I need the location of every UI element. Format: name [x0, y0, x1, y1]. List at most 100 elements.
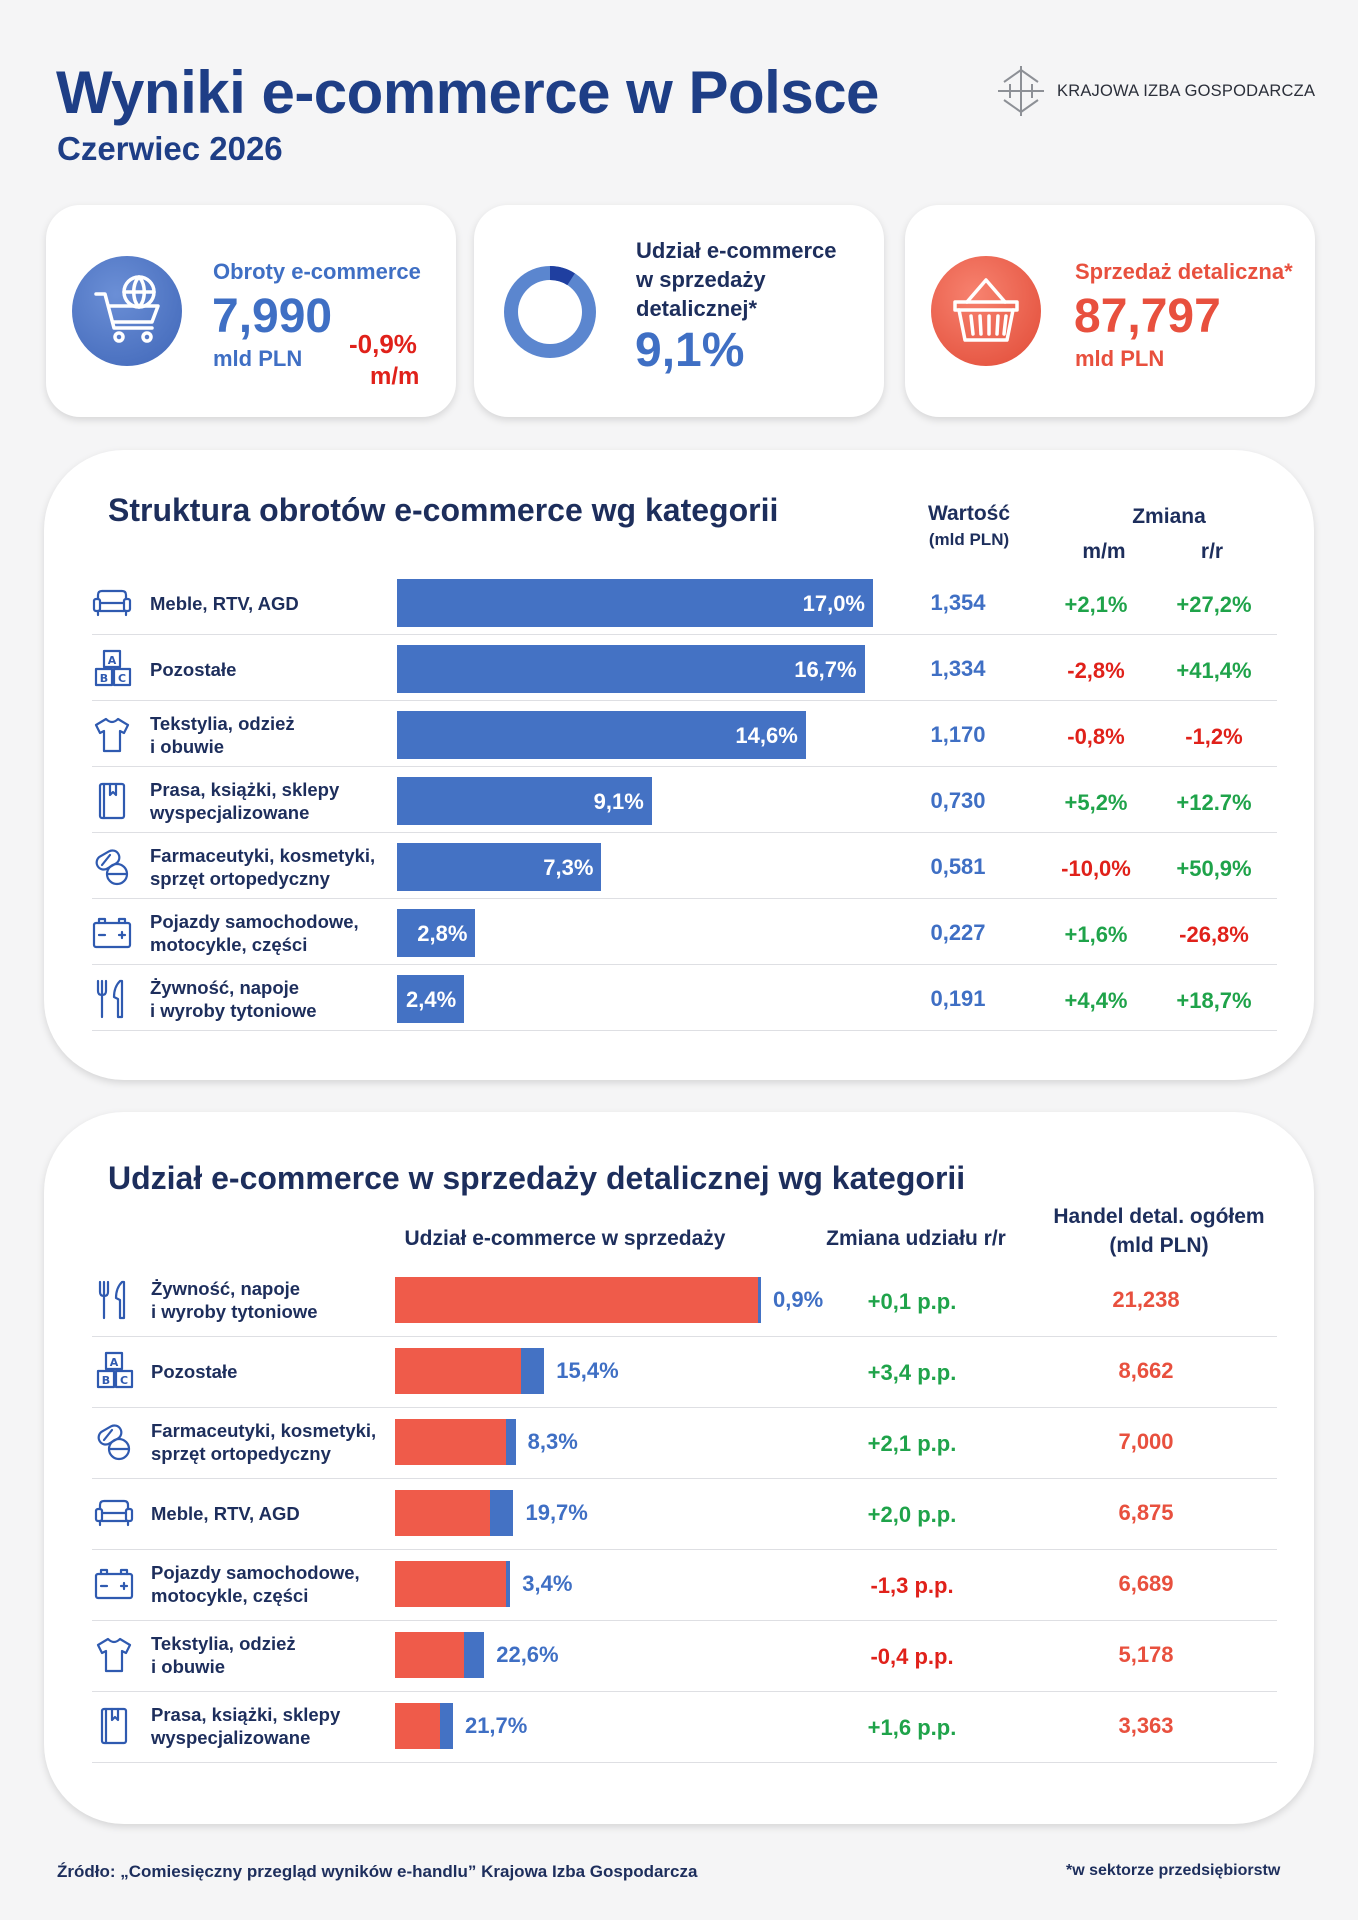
- retail-total: 21,238: [1112, 1287, 1180, 1312]
- change-rr: -26,8%: [1179, 922, 1249, 947]
- stacked-bar: [395, 1632, 485, 1678]
- battery-icon: [90, 911, 134, 955]
- retail-total: 3,363: [1118, 1713, 1174, 1738]
- change-rr: +12.7%: [1176, 790, 1252, 815]
- share-change: -1,3 p.p.: [870, 1573, 954, 1598]
- bar-value-label: 16,7%: [794, 657, 857, 682]
- stacked-bar: [395, 1703, 453, 1749]
- category-label: Farmaceutyki, kosmetyki, sprzęt ortopedy…: [150, 845, 376, 889]
- bar: 2,8%: [397, 909, 476, 957]
- amount-value: 1,334: [930, 656, 986, 681]
- bar-retail-rest: [395, 1703, 441, 1749]
- stacked-bar: [395, 1419, 516, 1465]
- row-divider: [92, 1336, 1277, 1337]
- kpi-share-label-2: w sprzedaży: [636, 267, 766, 292]
- category-label: Pozostałe: [150, 658, 237, 680]
- bar: 9,1%: [397, 777, 652, 825]
- row-divider: [92, 832, 1277, 833]
- share-change: +2,0 p.p.: [867, 1502, 957, 1527]
- category-label: Meble, RTV, AGD: [151, 1502, 300, 1524]
- cutlery-icon: [92, 1278, 136, 1322]
- kpi-turnover-card: Obroty e-commerce 7,990 mld PLN -0,9% m/…: [46, 205, 456, 417]
- share-value-label: 15,4%: [556, 1358, 619, 1383]
- row-divider: [92, 700, 1277, 701]
- category-label: Pojazdy samochodowe, motocykle, części: [150, 911, 359, 955]
- row-divider: [92, 1407, 1277, 1408]
- sofa-icon: [90, 581, 134, 625]
- retail-total: 7,000: [1118, 1429, 1174, 1454]
- share-value-label: 19,7%: [525, 1500, 588, 1525]
- bar-value-label: 17,0%: [802, 591, 865, 616]
- change-mm: -10,0%: [1061, 856, 1131, 881]
- book-icon: [92, 1704, 136, 1748]
- share-value-label: 21,7%: [464, 1713, 528, 1738]
- bar: 14,6%: [397, 711, 806, 759]
- category-label: Prasa, książki, sklepy wyspecjalizowane: [151, 1704, 341, 1748]
- kpi-turnover-period: m/m: [370, 363, 420, 390]
- share-change: +1,6 p.p.: [867, 1715, 957, 1740]
- stacked-bar: [395, 1561, 511, 1607]
- bar-retail-rest: [395, 1277, 758, 1323]
- kpi-retail-value: 87,797: [1074, 290, 1221, 343]
- share-change: -0,4 p.p.: [870, 1644, 954, 1669]
- bar-retail-rest: [395, 1561, 507, 1607]
- change-rr: +18,7%: [1176, 988, 1252, 1013]
- bar-ecommerce-part: [490, 1490, 514, 1536]
- pie-icon: [504, 266, 596, 358]
- bar: 17,0%: [397, 579, 873, 627]
- row-divider: [92, 1030, 1277, 1031]
- pills-icon: [92, 1420, 136, 1464]
- category-label: Prasa, książki, sklepy wyspecjalizowane: [150, 779, 340, 823]
- change-rr: +50,9%: [1176, 856, 1252, 881]
- svg-text:A: A: [108, 654, 117, 667]
- pills-icon: [90, 845, 134, 889]
- share-panel: Udział e-commerce w sprzedaży detaliczne…: [44, 1112, 1314, 1824]
- col-value-unit: (mld PLN): [928, 530, 1010, 549]
- amount-value: 0,191: [930, 986, 986, 1011]
- shirt-icon: [92, 1633, 136, 1677]
- share-value-label: 3,4%: [522, 1571, 573, 1596]
- bar: 16,7%: [397, 645, 865, 693]
- kpi-share-value: 9,1%: [635, 324, 745, 377]
- retail-total: 8,662: [1118, 1358, 1174, 1383]
- col-share-change-header: Zmiana udziału r/r: [826, 1227, 1006, 1250]
- bar-value-label: 2,8%: [417, 921, 468, 946]
- bar-retail-rest: [395, 1348, 522, 1394]
- retail-total: 6,875: [1118, 1500, 1174, 1525]
- battery-icon: [92, 1562, 136, 1606]
- bar-retail-rest: [395, 1419, 506, 1465]
- kpi-turnover-label: Obroty e-commerce: [213, 259, 421, 284]
- category-label: Pozostałe: [151, 1360, 238, 1382]
- col-total-header-1: Handel detal. ogółem: [1053, 1205, 1265, 1228]
- change-rr: +41,4%: [1176, 658, 1252, 683]
- change-rr: -1,2%: [1185, 724, 1243, 749]
- bar-retail-rest: [395, 1632, 465, 1678]
- col-value-header: Wartość: [927, 502, 1011, 525]
- col-rr-header: r/r: [1200, 540, 1224, 563]
- amount-value: 0,227: [930, 920, 986, 945]
- category-label: Meble, RTV, AGD: [150, 592, 299, 614]
- change-mm: +5,2%: [1064, 790, 1128, 815]
- cutlery-icon: [90, 977, 134, 1021]
- page-title: Wyniki e-commerce w Polsce: [56, 59, 879, 126]
- row-divider: [92, 964, 1277, 965]
- category-label: Farmaceutyki, kosmetyki, sprzęt ortopedy…: [151, 1420, 377, 1464]
- retail-total: 5,178: [1118, 1642, 1174, 1667]
- amount-value: 1,354: [930, 590, 986, 615]
- amount-value: 1,170: [930, 722, 986, 747]
- change-mm: +2,1%: [1064, 592, 1128, 617]
- share-change: +0,1 p.p.: [867, 1289, 957, 1314]
- bar-value-label: 9,1%: [593, 789, 644, 814]
- category-label: Tekstylia, odzież i obuwie: [150, 713, 295, 757]
- row-divider: [92, 1691, 1277, 1692]
- footer-note: *w sektorze przedsiębiorstw: [1066, 1862, 1281, 1879]
- bar-ecommerce-part: [464, 1632, 485, 1678]
- structure-panel: Struktura obrotów e-commerce wg kategori…: [44, 450, 1314, 1080]
- row-divider: [92, 634, 1277, 635]
- bar-ecommerce-part: [521, 1348, 545, 1394]
- bar-value-label: 2,4%: [406, 987, 457, 1012]
- row-divider: [92, 1478, 1277, 1479]
- kpi-turnover-value: 7,990: [212, 290, 333, 343]
- change-rr: +27,2%: [1176, 592, 1252, 617]
